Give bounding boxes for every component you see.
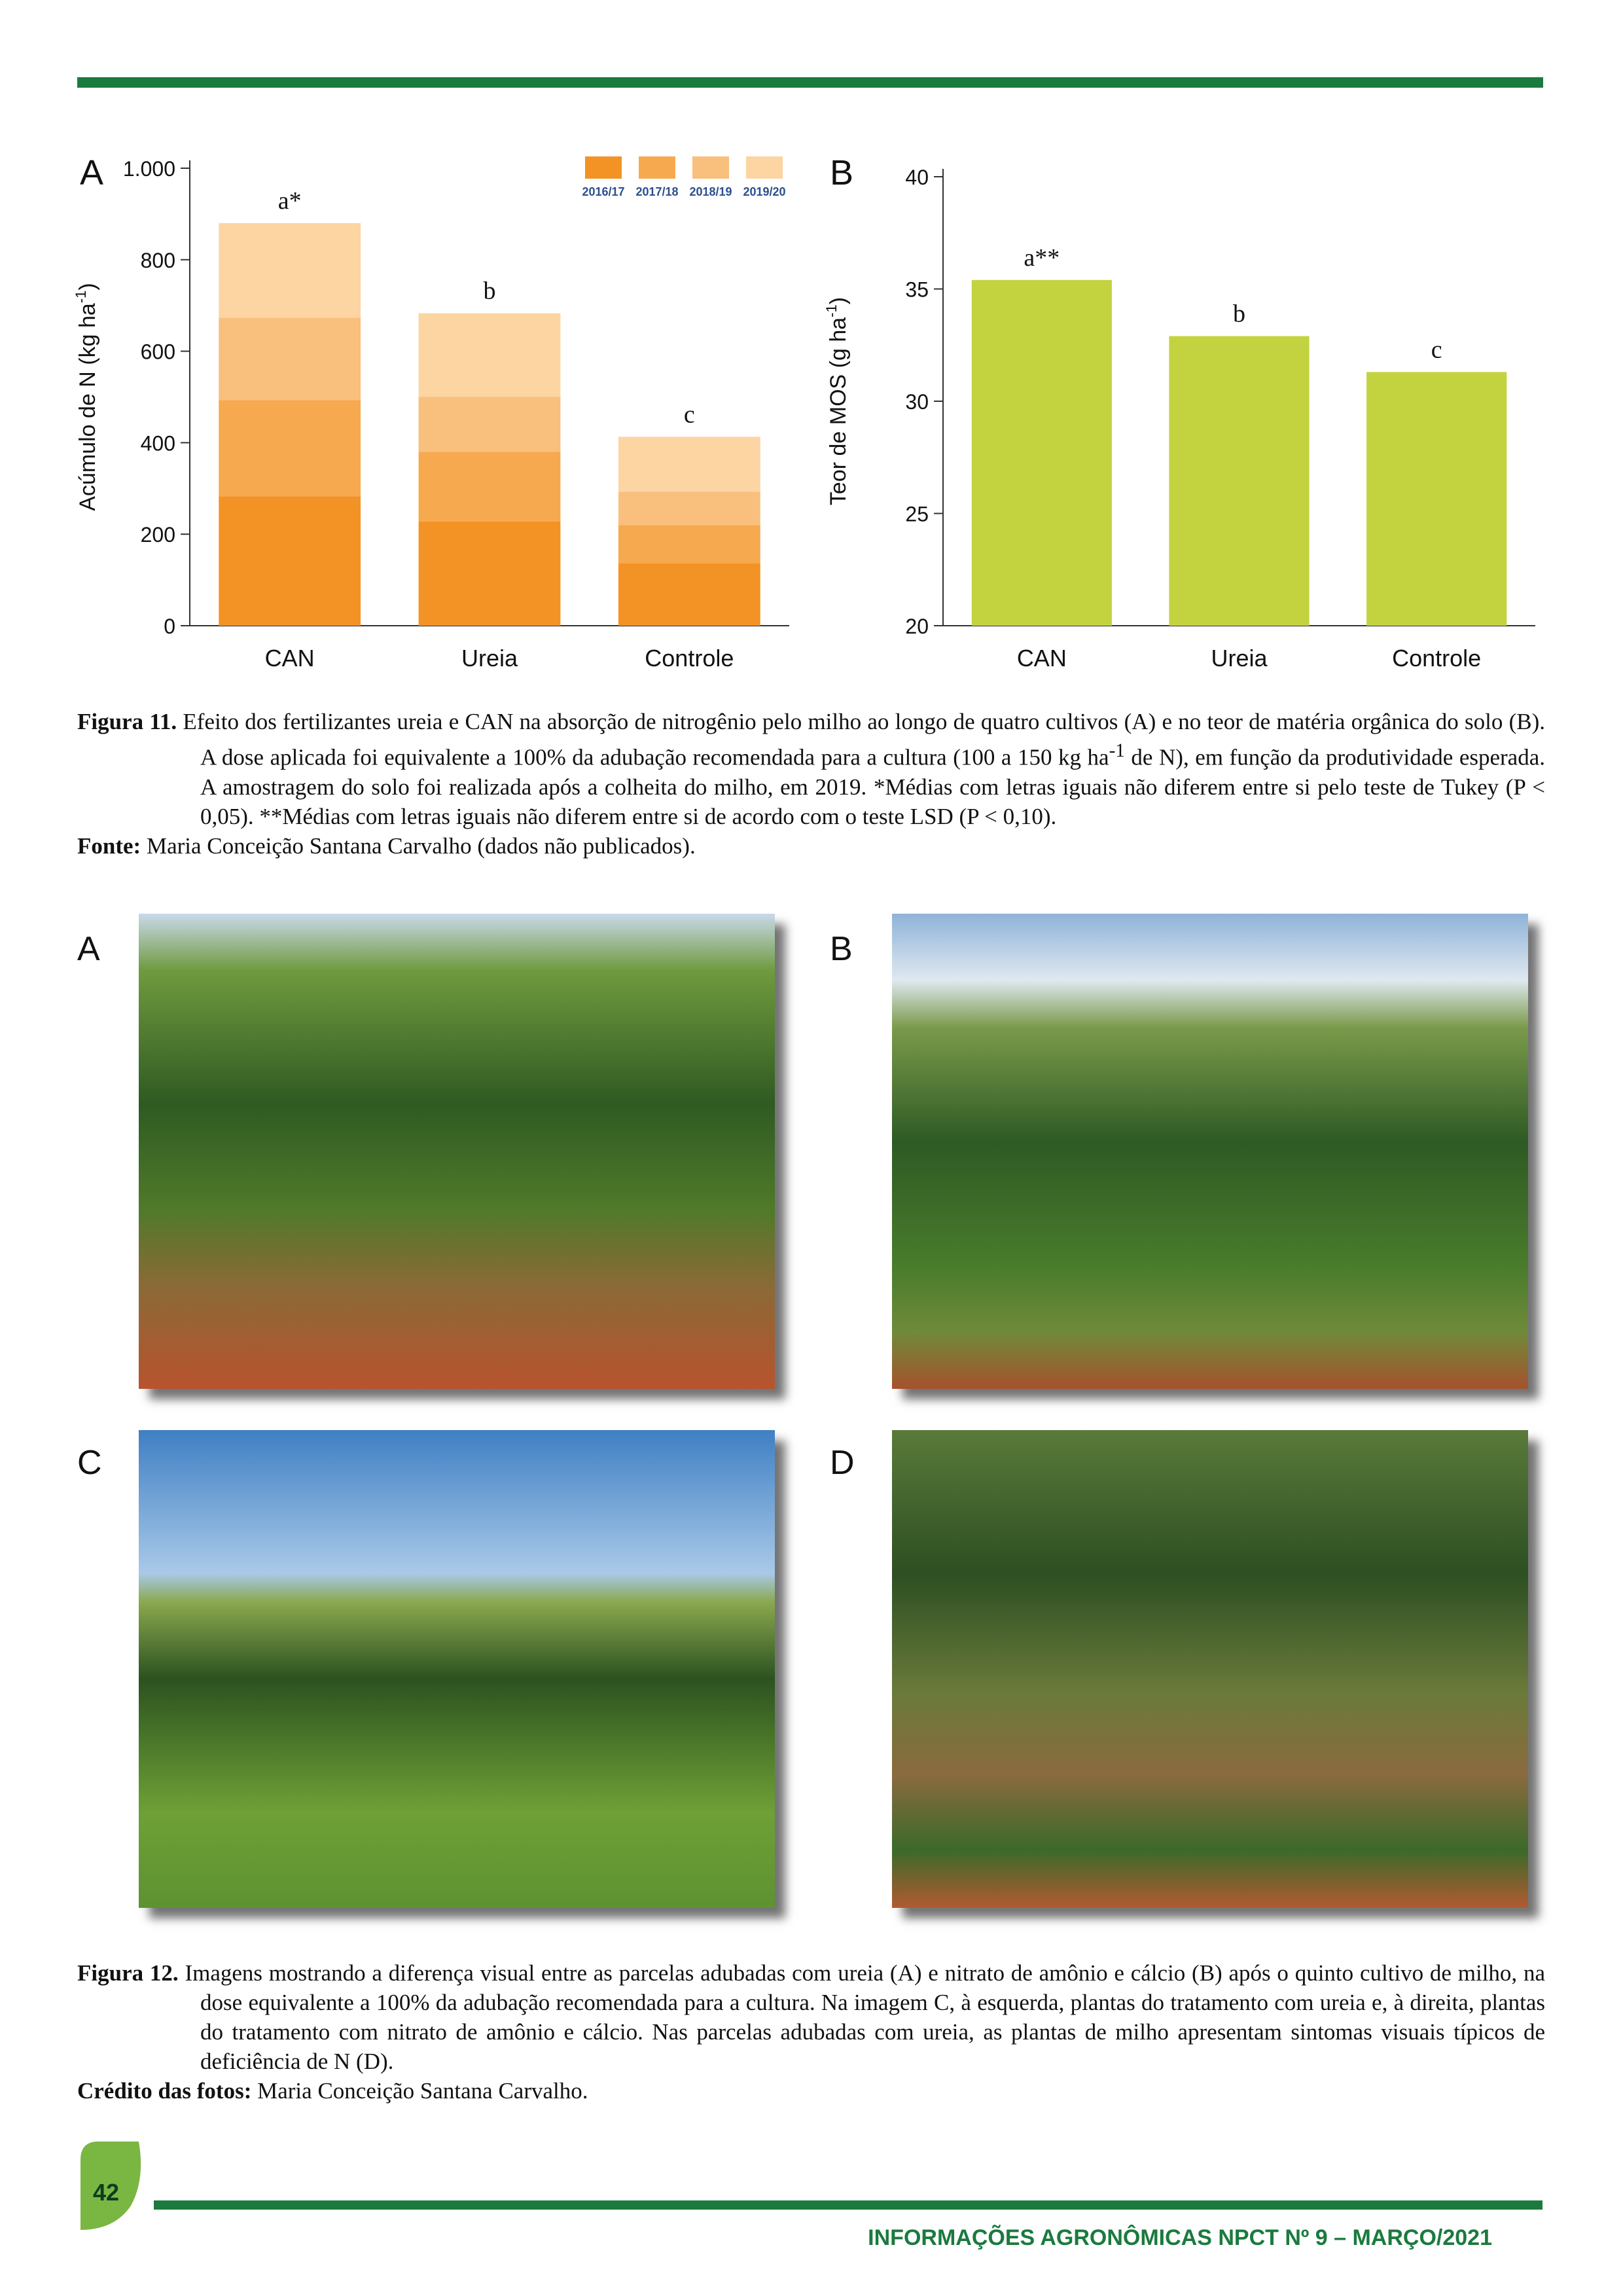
legend-label: 2018/19 <box>689 185 732 198</box>
y-label-text: Teor de MOS (g ha <box>826 317 851 505</box>
bar-segment <box>618 525 760 564</box>
significance-letter: a** <box>1024 244 1060 272</box>
x-tick-label: CAN <box>1017 645 1067 672</box>
y-label-text: Acúmulo de N (kg ha <box>75 303 100 511</box>
y-axis-label: Acúmulo de N (kg ha-1) <box>73 283 100 511</box>
significance-letter: a* <box>278 187 302 215</box>
caption-label: Figura 11. <box>77 709 177 734</box>
top-rule <box>77 77 1543 88</box>
photo-label: D <box>830 1444 855 1482</box>
significance-letter: b <box>484 278 496 305</box>
photo-b <box>892 914 1528 1389</box>
caption-part: de N), em função da produtividade espera… <box>200 744 1545 829</box>
x-tick-label: Controle <box>645 645 734 672</box>
legend-swatch <box>585 156 622 179</box>
page-number: 42 <box>93 2179 119 2206</box>
x-tick-label: Ureia <box>461 645 518 672</box>
y-tick-label: 400 <box>141 431 175 455</box>
bar <box>971 279 1112 626</box>
x-tick-label: Ureia <box>1211 645 1268 672</box>
credit-label: Crédito das fotos: <box>77 2078 252 2104</box>
footer-rule <box>154 2200 1543 2210</box>
photo-label: C <box>77 1444 102 1482</box>
y-tick-label: 1.000 <box>123 157 175 181</box>
panel-letter: B <box>830 153 853 192</box>
source: Fonte: Maria Conceição Santana Carvalho … <box>77 831 1545 861</box>
y-tick-label: 0 <box>164 615 175 638</box>
credit-text: Maria Conceição Santana Carvalho. <box>257 2078 588 2104</box>
y-tick-label: 200 <box>141 523 175 547</box>
bar-segment <box>418 313 561 397</box>
photo-label: A <box>77 930 100 968</box>
y-axis-label: Teor de MOS (g ha-1) <box>823 297 851 505</box>
y-tick-label: 25 <box>905 503 929 526</box>
photo-a <box>139 914 775 1389</box>
legend-swatch <box>746 156 783 179</box>
y-tick-label: 20 <box>905 615 929 638</box>
y-tick-label: 30 <box>905 390 929 414</box>
legend-label: 2016/17 <box>582 185 624 198</box>
bar-segment <box>219 223 361 318</box>
x-tick-label: Controle <box>1392 645 1481 672</box>
bar-segment <box>618 563 760 626</box>
significance-letter: c <box>684 401 695 428</box>
panel-letter: A <box>80 153 103 192</box>
bar-segment <box>219 496 361 626</box>
bar-segment <box>219 317 361 401</box>
y-tick-label: 35 <box>905 278 929 302</box>
figure-12-caption: Figura 12. Imagens mostrando a diferença… <box>77 1958 1545 2106</box>
bar <box>1366 372 1507 626</box>
legend-label: 2017/18 <box>635 185 678 198</box>
figure-11-caption: Figura 11. Efeito dos fertilizantes urei… <box>77 707 1545 861</box>
photo-d <box>892 1430 1528 1908</box>
photo-c <box>139 1430 775 1908</box>
caption-label: Figura 12. <box>77 1960 179 1986</box>
journal-title: INFORMAÇÕES AGRONÔMICAS NPCT Nº 9 – MARÇ… <box>868 2225 1492 2250</box>
bar-segment <box>418 521 561 626</box>
bar <box>1169 336 1310 626</box>
y-label-sup: -1 <box>823 304 840 317</box>
bar-segment <box>418 397 561 452</box>
caption-body: Imagens mostrando a diferença visual ent… <box>185 1960 1546 2074</box>
caption-part: Efeito dos fertilizantes ureia e CAN na … <box>183 709 1545 770</box>
caption-sup: -1 <box>1109 740 1125 761</box>
bar-segment <box>418 452 561 522</box>
page-leaf <box>80 2142 141 2230</box>
legend-swatch <box>692 156 729 179</box>
y-label-end: ) <box>75 283 100 290</box>
bar-segment <box>618 437 760 492</box>
x-tick-label: CAN <box>265 645 315 672</box>
y-tick-label: 600 <box>141 340 175 364</box>
source-label: Fonte: <box>77 833 141 859</box>
photo-label: B <box>830 930 853 968</box>
y-tick-label: 800 <box>141 249 175 272</box>
caption-text: Figura 12. Imagens mostrando a diferença… <box>77 1958 1545 2076</box>
significance-letter: c <box>1431 336 1442 363</box>
y-label-end: ) <box>826 297 851 304</box>
y-tick-label: 40 <box>905 166 929 189</box>
caption-text: Figura 11. Efeito dos fertilizantes urei… <box>77 707 1545 831</box>
source-text: Maria Conceição Santana Carvalho (dados … <box>146 833 696 859</box>
legend-label: 2019/20 <box>743 185 785 198</box>
credit: Crédito das fotos: Maria Conceição Santa… <box>77 2076 1545 2106</box>
significance-letter: b <box>1233 300 1245 328</box>
legend-swatch <box>639 156 675 179</box>
bar-segment <box>618 492 760 526</box>
bar-segment <box>219 400 361 497</box>
y-label-sup: -1 <box>73 291 89 304</box>
